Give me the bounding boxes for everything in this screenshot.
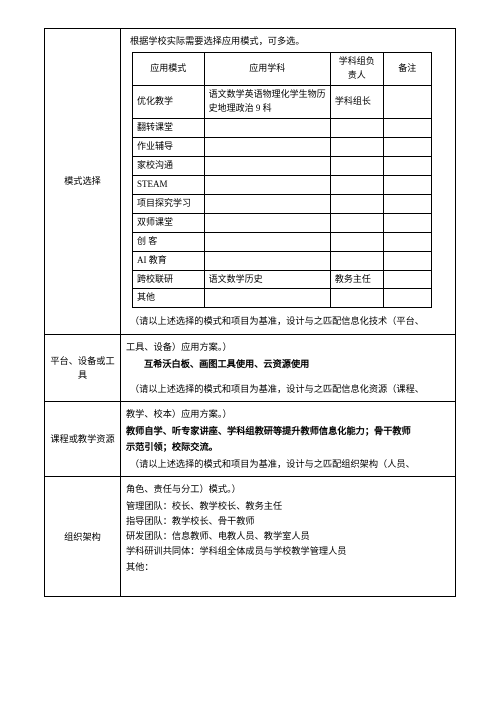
cell-note [383, 270, 431, 289]
th-subject: 应用学科 [204, 53, 330, 86]
cell-mode: 跨校联研 [133, 270, 205, 289]
section-label-org: 组织架构 [45, 477, 121, 597]
cell-subj [204, 137, 330, 156]
org-row: 研发团队：信息教师、电教人员、教学室人员 [126, 529, 450, 543]
section-content-org: 角色、责任与分工）模式。） 管理团队：校长、教学校长、教务主任 指导团队：教学校… [121, 477, 456, 597]
cell-mode: AI 教育 [133, 251, 205, 270]
org-row: 学科研训共同体：学科组全体成员与学校教学管理人员 [126, 544, 450, 558]
table-row: 双师课堂 [133, 213, 432, 232]
cell-subj [204, 232, 330, 251]
cell-subj: 语文数学历史 [204, 270, 330, 289]
table-row: 作业辅导 [133, 137, 432, 156]
table-row: 翻转课堂 [133, 119, 432, 138]
course-line1: 教学、校本）应用方案。） [126, 407, 450, 421]
cell-note [383, 194, 431, 213]
cell-lead: 学科组长 [330, 86, 383, 119]
section-content-course: 教学、校本）应用方案。） 教师自学、听专家讲座、学科组教研等提升教师信息化能力；… [121, 402, 456, 477]
org-row: 其他： [126, 560, 450, 574]
cell-lead [330, 194, 383, 213]
cell-lead [330, 213, 383, 232]
section-content-mode: 根据学校实际需要选择应用模式，可多选。 应用模式 应用学科 学科组负责人 备注 … [121, 29, 456, 335]
table-row: 家校沟通 [133, 156, 432, 175]
cell-note [383, 232, 431, 251]
cell-subj: 语文数学英语物理化学生物历史地理政治 9 科 [204, 86, 330, 119]
cell-note [383, 213, 431, 232]
section-content-platform: 工具、设备）应用方案。） 互希沃白板、画图工具使用、云资源使用 （请以上述选择的… [121, 334, 456, 402]
section-label-mode: 模式选择 [45, 29, 121, 335]
page: { "colors": { "text": "#000000", "bg": "… [0, 0, 500, 707]
cell-note [383, 175, 431, 194]
cell-mode: 优化教学 [133, 86, 205, 119]
cell-subj [204, 175, 330, 194]
cell-lead: 教务主任 [330, 270, 383, 289]
table-row: STEAM [133, 175, 432, 194]
table-row: 创 客 [133, 232, 432, 251]
cell-mode: 双师课堂 [133, 213, 205, 232]
cell-lead [330, 175, 383, 194]
cell-note [383, 156, 431, 175]
org-row: 指导团队：教学校长、骨干教师 [126, 514, 450, 528]
cell-mode: 项目探究学习 [133, 194, 205, 213]
inner-mode-table: 应用模式 应用学科 学科组负责人 备注 优化教学 语文数学英语物理化学生物历史地… [132, 52, 432, 308]
cell-note [383, 137, 431, 156]
org-line-top: 角色、责任与分工）模式。） [126, 482, 450, 496]
cell-lead [330, 251, 383, 270]
platform-footnote: （请以上述选择的模式和项目为基准，设计与之匹配信息化资源（课程、 [130, 382, 450, 396]
cell-subj [204, 213, 330, 232]
cell-mode: 作业辅导 [133, 137, 205, 156]
cell-mode: 翻转课堂 [133, 119, 205, 138]
th-mode: 应用模式 [133, 53, 205, 86]
table-row: AI 教育 [133, 251, 432, 270]
cell-lead [330, 289, 383, 308]
table-row: 项目探究学习 [133, 194, 432, 213]
cell-mode: 创 客 [133, 232, 205, 251]
cell-lead [330, 137, 383, 156]
platform-line1: 工具、设备）应用方案。） [126, 340, 450, 354]
section-label-platform: 平台、设备或工具 [45, 334, 121, 402]
cell-lead [330, 232, 383, 251]
cell-subj [204, 194, 330, 213]
cell-lead [330, 119, 383, 138]
course-footnote: （请以上述选择的模式和项目为基准，设计与之匹配组织架构（人员、 [130, 457, 450, 471]
cell-subj [204, 289, 330, 308]
th-leader: 学科组负责人 [330, 53, 383, 86]
th-note: 备注 [383, 53, 431, 86]
org-row: 管理团队：校长、教学校长、教务主任 [126, 499, 450, 513]
cell-subj [204, 251, 330, 270]
cell-note [383, 251, 431, 270]
cell-mode: 其他 [133, 289, 205, 308]
platform-line2: 互希沃白板、画图工具使用、云资源使用 [144, 357, 450, 371]
mode-footnote: （请以上述选择的模式和项目为基准，设计与之匹配信息化技术（平台、 [130, 314, 450, 328]
cell-note [383, 289, 431, 308]
cell-mode: STEAM [133, 175, 205, 194]
outer-table: 模式选择 根据学校实际需要选择应用模式，可多选。 应用模式 应用学科 学科组负责… [44, 28, 456, 597]
cell-subj [204, 119, 330, 138]
section-label-course: 课程或教学资源 [45, 402, 121, 477]
table-row: 优化教学 语文数学英语物理化学生物历史地理政治 9 科 学科组长 [133, 86, 432, 119]
course-line2a: 教师自学、听专家讲座、学科组教研等提升教师信息化能力；骨干教师 [126, 424, 450, 438]
mode-prefix: 根据学校实际需要选择应用模式，可多选。 [130, 34, 450, 48]
cell-subj [204, 156, 330, 175]
table-row: 其他 [133, 289, 432, 308]
cell-note [383, 86, 431, 119]
cell-lead [330, 156, 383, 175]
table-row: 跨校联研 语文数学历史 教务主任 [133, 270, 432, 289]
cell-mode: 家校沟通 [133, 156, 205, 175]
cell-note [383, 119, 431, 138]
course-line2b: 示范引领；校际交流。 [126, 440, 450, 454]
